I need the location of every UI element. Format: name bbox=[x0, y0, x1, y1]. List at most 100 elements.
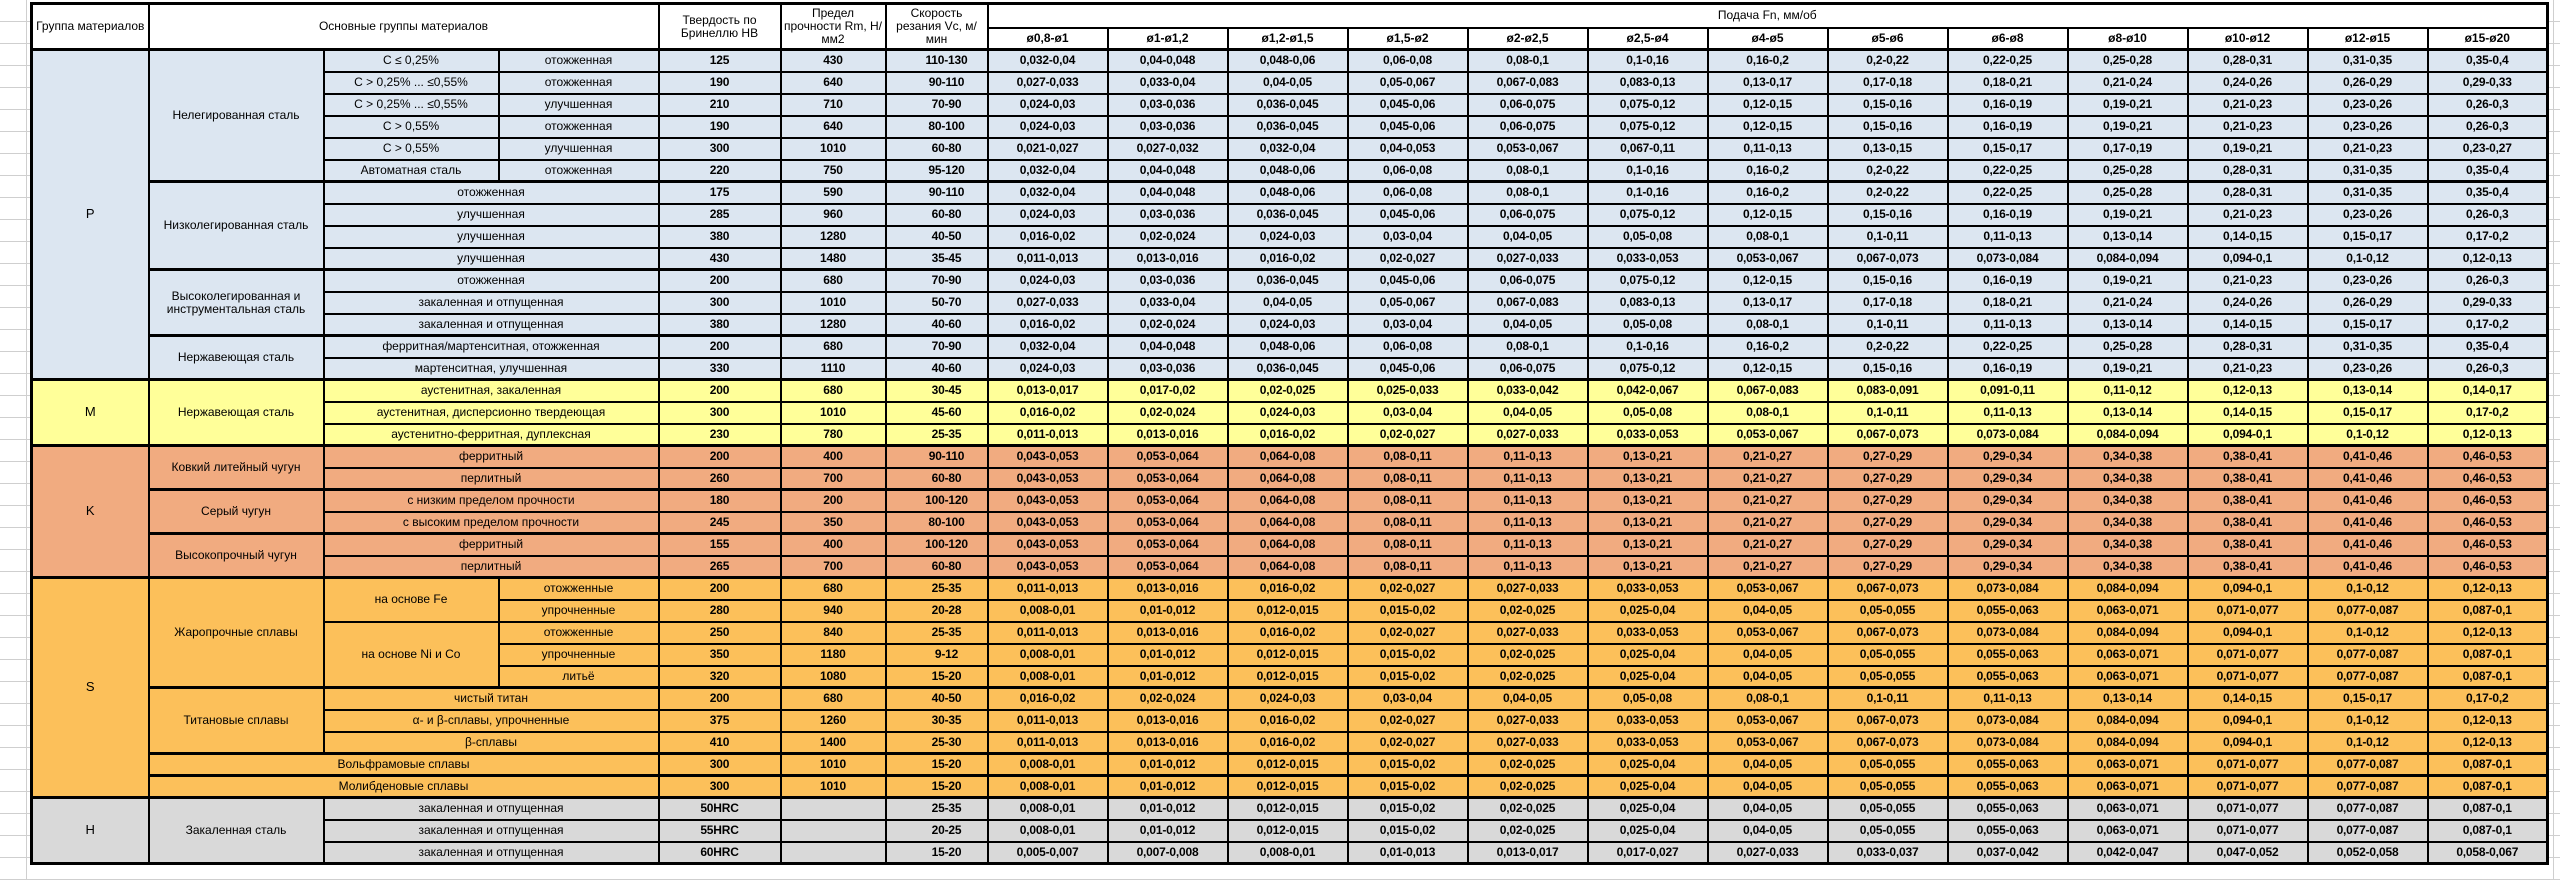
feed-value-cell[interactable]: 0,31-0,35 bbox=[2306, 180, 2429, 205]
feed-value-cell[interactable]: 0,15-0,16 bbox=[1826, 268, 1949, 293]
feed-value-cell[interactable]: 0,02-0,027 bbox=[1346, 422, 1469, 447]
feed-value-cell[interactable]: 0,1-0,12 bbox=[2306, 576, 2429, 601]
feed-value-cell[interactable]: 0,27-0,29 bbox=[1826, 444, 1949, 469]
cutting-speed-cell[interactable]: 80-100 bbox=[884, 510, 989, 535]
feed-value-cell[interactable]: 0,02-0,024 bbox=[1106, 224, 1229, 249]
feed-value-cell[interactable]: 0,015-0,02 bbox=[1346, 752, 1469, 777]
feed-value-cell[interactable]: 0,053-0,067 bbox=[1706, 246, 1829, 271]
feed-value-cell[interactable]: 0,075-0,12 bbox=[1586, 92, 1709, 117]
hardness-cell[interactable]: 200 bbox=[657, 686, 782, 711]
header-strength[interactable]: Предел прочности Rm, Н/мм2 bbox=[779, 2, 887, 51]
feed-value-cell[interactable]: 0,077-0,087 bbox=[2306, 752, 2429, 777]
feed-value-cell[interactable]: 0,13-0,14 bbox=[2066, 400, 2189, 425]
cutting-speed-cell[interactable]: 25-35 bbox=[884, 422, 989, 447]
feed-value-cell[interactable]: 0,15-0,17 bbox=[2306, 400, 2429, 425]
feed-value-cell[interactable]: 0,084-0,094 bbox=[2066, 620, 2189, 645]
feed-value-cell[interactable]: 0,043-0,053 bbox=[986, 510, 1109, 535]
feed-value-cell[interactable]: 0,027-0,032 bbox=[1106, 136, 1229, 161]
feed-value-cell[interactable]: 0,14-0,15 bbox=[2186, 400, 2309, 425]
feed-value-cell[interactable]: 0,11-0,12 bbox=[2066, 378, 2189, 403]
cutting-speed-cell[interactable]: 15-20 bbox=[884, 752, 989, 777]
feed-value-cell[interactable]: 0,1-0,12 bbox=[2306, 246, 2429, 271]
feed-value-cell[interactable]: 0,052-0,058 bbox=[2306, 840, 2429, 865]
material-cell[interactable]: закаленная и отпущенная bbox=[322, 796, 660, 821]
group-code-cell[interactable]: S bbox=[30, 576, 150, 799]
feed-value-cell[interactable]: 0,21-0,24 bbox=[2066, 70, 2189, 95]
feed-value-cell[interactable]: 0,12-0,13 bbox=[2426, 708, 2549, 733]
feed-value-cell[interactable]: 0,38-0,41 bbox=[2186, 466, 2309, 491]
feed-value-cell[interactable]: 0,23-0,26 bbox=[2306, 92, 2429, 117]
feed-value-cell[interactable]: 0,033-0,053 bbox=[1586, 730, 1709, 755]
strength-cell[interactable] bbox=[779, 796, 887, 821]
feed-value-cell[interactable]: 0,21-0,23 bbox=[2186, 202, 2309, 227]
feed-value-cell[interactable]: 0,007-0,008 bbox=[1106, 840, 1229, 865]
feed-value-cell[interactable]: 0,14-0,17 bbox=[2426, 378, 2549, 403]
feed-value-cell[interactable]: 0,11-0,13 bbox=[1466, 532, 1589, 557]
strength-cell[interactable]: 750 bbox=[779, 158, 887, 183]
feed-value-cell[interactable]: 0,08-0,11 bbox=[1346, 554, 1469, 579]
feed-value-cell[interactable]: 0,28-0,31 bbox=[2186, 180, 2309, 205]
material-cell[interactable]: ферритный bbox=[322, 444, 660, 469]
material-cell[interactable]: Низколегированная сталь bbox=[147, 180, 325, 271]
material-cell[interactable]: C > 0,55% bbox=[322, 136, 500, 161]
feed-value-cell[interactable]: 0,26-0,3 bbox=[2426, 356, 2549, 381]
group-code-cell[interactable]: H bbox=[30, 796, 150, 865]
feed-value-cell[interactable]: 0,21-0,27 bbox=[1706, 466, 1829, 491]
feed-value-cell[interactable]: 0,064-0,08 bbox=[1226, 488, 1349, 513]
feed-value-cell[interactable]: 0,21-0,27 bbox=[1706, 554, 1829, 579]
feed-value-cell[interactable]: 0,22-0,25 bbox=[1946, 180, 2069, 205]
feed-value-cell[interactable]: 0,016-0,02 bbox=[1226, 708, 1349, 733]
feed-value-cell[interactable]: 0,075-0,12 bbox=[1586, 356, 1709, 381]
feed-value-cell[interactable]: 0,16-0,2 bbox=[1706, 158, 1829, 183]
feed-value-cell[interactable]: 0,055-0,063 bbox=[1946, 796, 2069, 821]
feed-value-cell[interactable]: 0,16-0,19 bbox=[1946, 92, 2069, 117]
hardness-cell[interactable]: 350 bbox=[657, 642, 782, 667]
feed-value-cell[interactable]: 0,024-0,03 bbox=[1226, 400, 1349, 425]
strength-cell[interactable]: 1010 bbox=[779, 136, 887, 161]
feed-value-cell[interactable]: 0,14-0,15 bbox=[2186, 686, 2309, 711]
feed-value-cell[interactable]: 0,24-0,26 bbox=[2186, 290, 2309, 315]
feed-value-cell[interactable]: 0,077-0,087 bbox=[2306, 664, 2429, 689]
strength-cell[interactable]: 1010 bbox=[779, 400, 887, 425]
strength-cell[interactable]: 1480 bbox=[779, 246, 887, 271]
feed-diameter-header[interactable]: ø6-ø8 bbox=[1946, 26, 2069, 51]
feed-value-cell[interactable]: 0,41-0,46 bbox=[2306, 466, 2429, 491]
material-cell[interactable]: отожженные bbox=[497, 576, 660, 601]
feed-value-cell[interactable]: 0,1-0,11 bbox=[1826, 686, 1949, 711]
feed-value-cell[interactable]: 0,032-0,04 bbox=[986, 158, 1109, 183]
feed-value-cell[interactable]: 0,2-0,22 bbox=[1826, 180, 1949, 205]
feed-value-cell[interactable]: 0,08-0,1 bbox=[1466, 334, 1589, 359]
hardness-cell[interactable]: 250 bbox=[657, 620, 782, 645]
strength-cell[interactable]: 1280 bbox=[779, 312, 887, 337]
strength-cell[interactable]: 1010 bbox=[779, 290, 887, 315]
feed-value-cell[interactable]: 0,12-0,13 bbox=[2426, 422, 2549, 447]
header-hardness[interactable]: Твердость по Бринеллю HB bbox=[657, 2, 782, 51]
feed-value-cell[interactable]: 0,015-0,02 bbox=[1346, 598, 1469, 623]
material-cell[interactable]: перлитный bbox=[322, 466, 660, 491]
feed-value-cell[interactable]: 0,35-0,4 bbox=[2426, 158, 2549, 183]
feed-value-cell[interactable]: 0,094-0,1 bbox=[2186, 422, 2309, 447]
feed-value-cell[interactable]: 0,04-0,048 bbox=[1106, 180, 1229, 205]
feed-value-cell[interactable]: 0,14-0,15 bbox=[2186, 312, 2309, 337]
feed-value-cell[interactable]: 0,043-0,053 bbox=[986, 532, 1109, 557]
group-code-cell[interactable]: M bbox=[30, 378, 150, 447]
feed-value-cell[interactable]: 0,024-0,03 bbox=[986, 202, 1109, 227]
strength-cell[interactable]: 400 bbox=[779, 532, 887, 557]
strength-cell[interactable]: 710 bbox=[779, 92, 887, 117]
feed-value-cell[interactable]: 0,011-0,013 bbox=[986, 422, 1109, 447]
feed-value-cell[interactable]: 0,11-0,13 bbox=[1946, 400, 2069, 425]
feed-value-cell[interactable]: 0,41-0,46 bbox=[2306, 510, 2429, 535]
feed-value-cell[interactable]: 0,11-0,13 bbox=[1466, 466, 1589, 491]
feed-value-cell[interactable]: 0,1-0,16 bbox=[1586, 158, 1709, 183]
feed-value-cell[interactable]: 0,058-0,067 bbox=[2426, 840, 2549, 865]
feed-value-cell[interactable]: 0,032-0,04 bbox=[986, 48, 1109, 73]
feed-value-cell[interactable]: 0,02-0,025 bbox=[1226, 378, 1349, 403]
feed-value-cell[interactable]: 0,087-0,1 bbox=[2426, 818, 2549, 843]
group-code-cell[interactable]: K bbox=[30, 444, 150, 579]
feed-value-cell[interactable]: 0,21-0,23 bbox=[2186, 92, 2309, 117]
feed-value-cell[interactable]: 0,025-0,04 bbox=[1586, 598, 1709, 623]
feed-value-cell[interactable]: 0,31-0,35 bbox=[2306, 48, 2429, 73]
feed-value-cell[interactable]: 0,067-0,083 bbox=[1466, 70, 1589, 95]
hardness-cell[interactable]: 125 bbox=[657, 48, 782, 73]
feed-value-cell[interactable]: 0,2-0,22 bbox=[1826, 48, 1949, 73]
